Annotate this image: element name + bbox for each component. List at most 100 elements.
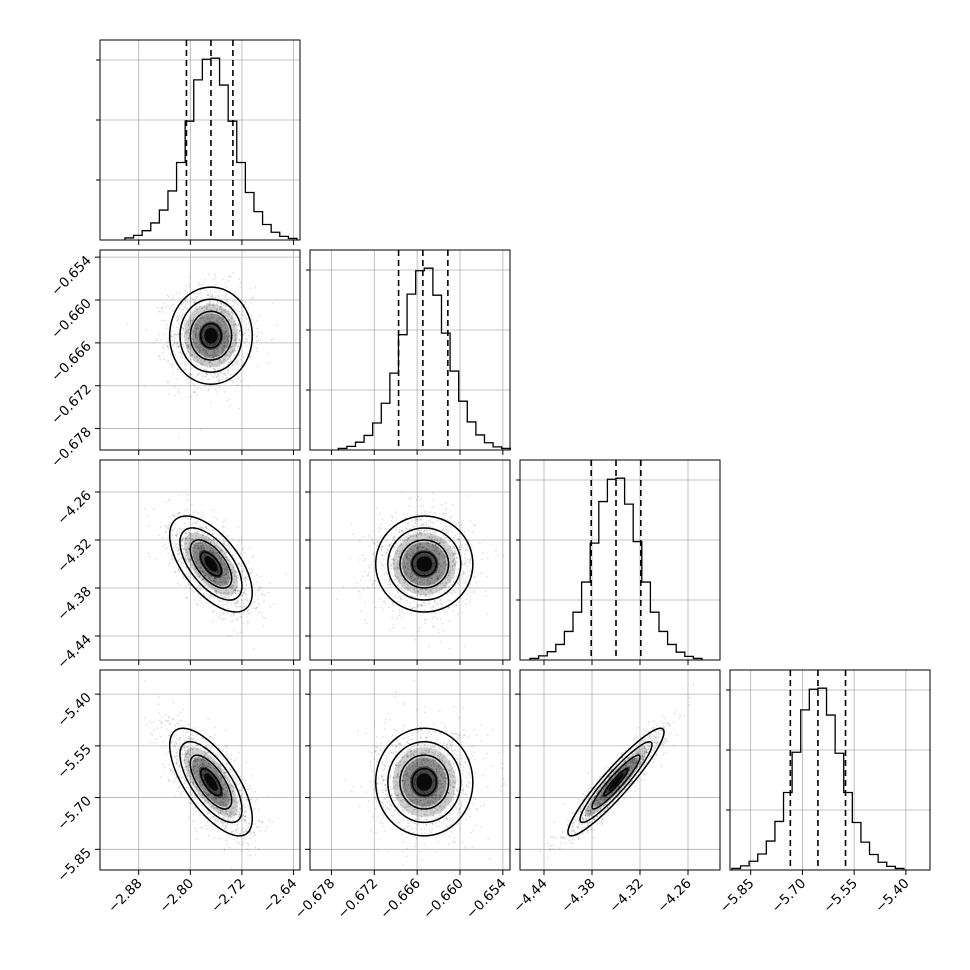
- sample-point: [205, 313, 208, 315]
- sample-point: [221, 600, 224, 603]
- sample-point: [374, 542, 376, 545]
- sample-point: [167, 381, 169, 384]
- sample-point: [455, 561, 458, 563]
- sample-point: [239, 564, 242, 567]
- sample-point: [243, 568, 245, 570]
- sample-point: [186, 321, 189, 324]
- sample-point: [219, 611, 222, 614]
- sample-point: [168, 307, 171, 310]
- hist-frame: [729, 669, 931, 871]
- sample-point: [165, 501, 168, 504]
- sample-point: [178, 552, 181, 555]
- sample-point: [234, 339, 236, 341]
- sample-point: [180, 303, 183, 306]
- sample-point: [172, 335, 175, 338]
- sample-point: [234, 300, 237, 303]
- sample-point: [224, 341, 227, 343]
- sample-point: [437, 631, 440, 634]
- sample-point: [173, 333, 176, 336]
- sample-point: [196, 604, 199, 607]
- panel-0-3: [99, 669, 301, 871]
- sample-point: [461, 570, 464, 573]
- sample-point: [390, 542, 392, 544]
- sample-point: [390, 567, 393, 570]
- sample-point: [228, 312, 231, 315]
- sample-point: [225, 346, 228, 349]
- sample-point: [192, 812, 195, 815]
- sample-point: [224, 618, 227, 621]
- sample-point: [197, 374, 200, 376]
- sample-point: [187, 302, 189, 305]
- sample-point: [224, 294, 227, 296]
- sample-point: [171, 310, 174, 312]
- sample-point: [393, 537, 395, 540]
- sample-point: [173, 736, 176, 738]
- sample-point: [234, 291, 236, 294]
- sample-point: [194, 300, 196, 302]
- sample-point: [182, 576, 185, 579]
- sample-point: [461, 600, 464, 603]
- sample-point: [238, 330, 241, 332]
- sample-point: [246, 575, 249, 578]
- sample-point: [252, 648, 255, 651]
- sample-point: [262, 600, 265, 603]
- sample-point: [448, 620, 451, 623]
- sample-point: [182, 369, 185, 371]
- sample-point: [420, 511, 423, 514]
- sample-point: [220, 378, 223, 381]
- sample-point: [216, 376, 219, 378]
- sample-point: [224, 824, 227, 827]
- hist-frame: [309, 249, 511, 451]
- sample-point: [192, 341, 195, 343]
- sample-point: [255, 340, 258, 343]
- sample-point: [181, 537, 184, 540]
- sample-point: [254, 286, 257, 289]
- sample-point: [251, 789, 254, 792]
- sample-point: [432, 607, 435, 609]
- sample-point: [216, 304, 219, 306]
- sample-point: [193, 529, 195, 531]
- sample-point: [211, 376, 213, 379]
- sample-point: [229, 275, 232, 278]
- sample-point: [191, 319, 194, 322]
- sample-point: [239, 330, 241, 332]
- sample-point: [222, 521, 225, 523]
- sample-point: [211, 356, 214, 359]
- sample-point: [202, 364, 205, 366]
- sample-point: [223, 320, 225, 323]
- sample-point: [192, 383, 195, 385]
- sample-point: [410, 515, 412, 517]
- sample-point: [394, 535, 396, 538]
- sample-point: [220, 617, 223, 620]
- sample-point: [462, 576, 465, 579]
- sample-point: [440, 522, 442, 525]
- sample-point: [177, 346, 179, 349]
- sample-point: [176, 326, 179, 329]
- sample-point: [177, 547, 180, 549]
- sample-point: [210, 316, 213, 319]
- sample-point: [367, 574, 370, 577]
- sample-point: [182, 343, 185, 346]
- sample-point: [186, 346, 189, 349]
- sample-point: [243, 340, 246, 343]
- sample-point: [181, 314, 184, 316]
- sample-point: [244, 300, 247, 303]
- sample-point: [222, 612, 224, 615]
- sample-point: [149, 741, 152, 744]
- sample-point: [237, 563, 240, 566]
- sample-point: [248, 850, 251, 852]
- sample-point: [481, 558, 483, 561]
- sample-point: [222, 596, 224, 598]
- sample-point: [385, 540, 388, 543]
- sample-point: [267, 352, 270, 355]
- sample-point: [254, 593, 256, 596]
- sample-point: [238, 331, 240, 334]
- sample-point: [188, 283, 191, 286]
- sample-point: [194, 334, 197, 337]
- sample-point: [385, 571, 388, 574]
- sample-point: [200, 378, 203, 380]
- sample-point: [232, 331, 234, 334]
- sample-point: [370, 563, 373, 566]
- sample-point: [389, 583, 391, 585]
- sample-point: [175, 315, 178, 318]
